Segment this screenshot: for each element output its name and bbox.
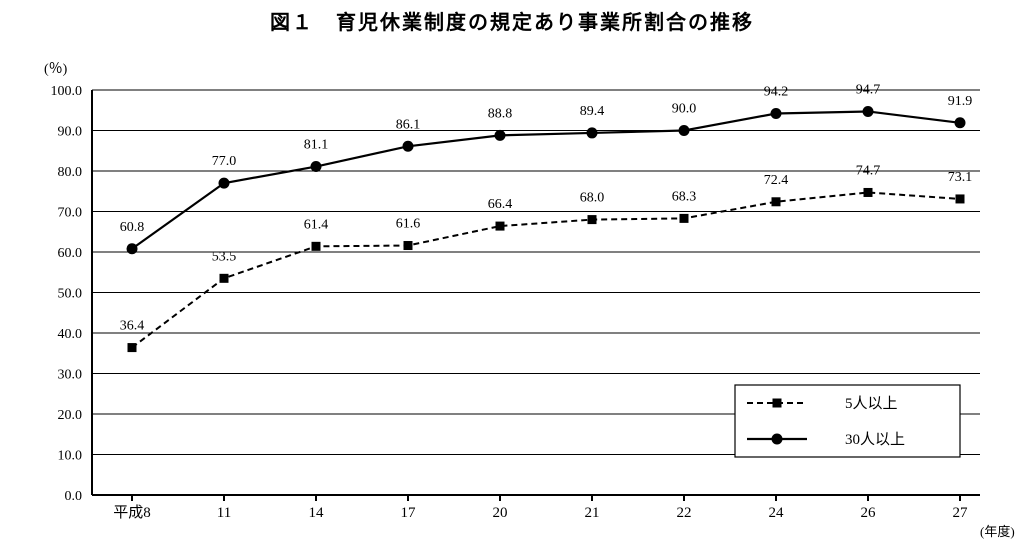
y-tick-label: 20.0 [58, 408, 83, 423]
data-label: 89.4 [580, 104, 605, 119]
data-marker-circle [679, 125, 690, 136]
x-tick-label: 27 [953, 505, 969, 521]
data-marker-square [772, 197, 781, 206]
data-marker-square [680, 214, 689, 223]
x-tick-label: 24 [769, 505, 785, 521]
data-marker-square [588, 215, 597, 224]
legend-label: 5人以上 [845, 395, 898, 412]
data-marker-square [404, 241, 413, 250]
y-axis-unit: (％) [44, 58, 67, 78]
legend-label: 30人以上 [845, 431, 905, 448]
y-tick-label: 80.0 [58, 165, 83, 180]
data-marker-square [128, 343, 137, 352]
data-marker-square [956, 194, 965, 203]
data-label: 61.6 [396, 217, 421, 232]
x-tick-label: 21 [585, 505, 600, 521]
data-marker-circle [403, 141, 414, 152]
x-axis-unit: (年度) [980, 521, 1015, 540]
data-marker-circle [771, 108, 782, 119]
y-tick-label: 50.0 [58, 287, 83, 302]
x-tick-label: 11 [217, 505, 231, 521]
data-marker-circle [587, 127, 598, 138]
data-marker-circle [495, 130, 506, 141]
x-tick-label: 20 [493, 505, 508, 521]
data-marker-circle [863, 106, 874, 117]
y-tick-label: 100.0 [51, 84, 83, 99]
data-label: 94.7 [856, 82, 881, 97]
data-label: 61.4 [304, 217, 329, 232]
data-label: 94.2 [764, 84, 789, 99]
data-label: 36.4 [120, 319, 145, 334]
data-label: 81.1 [304, 138, 329, 153]
data-marker-circle [219, 178, 230, 189]
data-marker-circle [955, 117, 966, 128]
chart-container: 図１ 育児休業制度の規定あり事業所割合の推移 (％) (年度) 0.0 10.0 2… [0, 0, 1024, 555]
data-marker-circle [127, 243, 138, 254]
data-label: 74.7 [856, 163, 881, 178]
data-label: 77.0 [212, 154, 237, 169]
y-tick-label: 10.0 [58, 449, 83, 464]
data-label: 91.9 [948, 94, 973, 109]
data-label: 86.1 [396, 117, 421, 132]
chart-title: 図１ 育児休業制度の規定あり事業所割合の推移 [0, 6, 1024, 35]
data-marker-square [220, 274, 229, 283]
data-label: 66.4 [488, 197, 513, 212]
data-label: 72.4 [764, 173, 789, 188]
y-tick-label: 60.0 [58, 246, 83, 261]
data-marker-square [864, 188, 873, 197]
y-tick-label: 70.0 [58, 206, 83, 221]
y-tick-label: 40.0 [58, 327, 83, 342]
data-label: 73.1 [948, 170, 973, 185]
x-tick-label: 26 [861, 505, 877, 521]
data-marker-circle [311, 161, 322, 172]
data-label: 68.0 [580, 191, 605, 206]
data-label: 53.5 [212, 249, 237, 264]
y-tick-label: 90.0 [58, 125, 83, 140]
y-tick-label: 0.0 [65, 489, 83, 504]
x-tick-label: 平成8 [113, 504, 151, 521]
data-marker-square [312, 242, 321, 251]
data-label: 60.8 [120, 220, 145, 235]
data-marker-square [496, 222, 505, 231]
x-tick-label: 14 [309, 505, 325, 521]
x-tick-label: 22 [677, 505, 692, 521]
x-tick-label: 17 [401, 505, 417, 521]
data-label: 68.3 [672, 189, 697, 204]
y-tick-label: 30.0 [58, 368, 83, 383]
data-label: 88.8 [488, 106, 513, 121]
series-line [132, 192, 960, 347]
chart-svg: 0.0 10.0 20.0 30.0 40.0 50.0 60.0 70.0 80.0 90.0 1… [0, 0, 1024, 555]
data-label: 90.0 [672, 102, 697, 117]
series-line [132, 111, 960, 248]
